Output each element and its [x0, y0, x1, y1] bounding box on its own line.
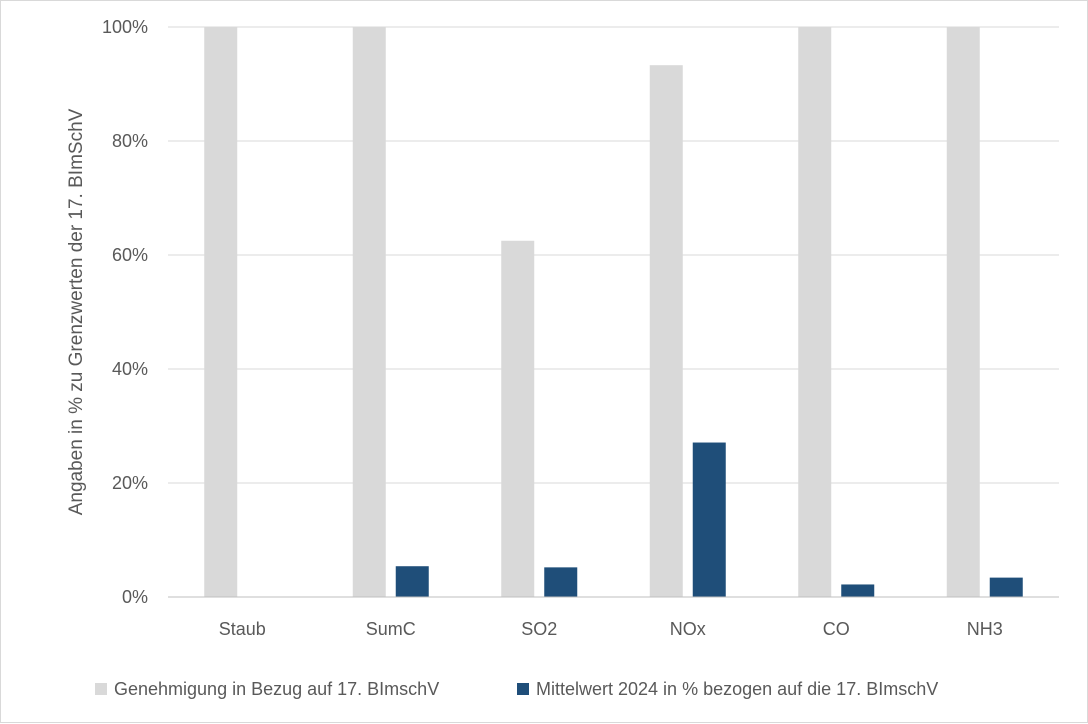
bar-genehmigung-sumc [352, 27, 386, 597]
y-axis-tick-labels: 0% 20% 40% 60% 80% 100% [102, 17, 148, 607]
bar-genehmigung-nox [649, 65, 683, 597]
x-tick-label: SumC [366, 619, 416, 639]
x-tick-label: Staub [219, 619, 266, 639]
y-tick-label: 0% [122, 587, 148, 607]
x-tick-label: NOx [670, 619, 706, 639]
y-tick-label: 40% [112, 359, 148, 379]
y-tick-label: 60% [112, 245, 148, 265]
y-tick-label: 20% [112, 473, 148, 493]
bar-genehmigung-co [798, 27, 832, 597]
y-tick-label: 80% [112, 131, 148, 151]
gridlines [168, 26, 1059, 484]
y-axis-title: Angaben in % zu Grenzwerten der 17. BImS… [66, 108, 87, 515]
bar-genehmigung-staub [204, 27, 238, 597]
bar-mittelwert-co [841, 584, 875, 597]
x-tick-label: NH3 [967, 619, 1003, 639]
bar-mittelwert-sumc [395, 566, 429, 597]
y-tick-label: 100% [102, 17, 148, 37]
bar-genehmigung-nh3 [946, 27, 980, 597]
legend: Genehmigung in Bezug auf 17. BImschV Mitt… [95, 679, 938, 699]
x-tick-label: SO2 [521, 619, 557, 639]
bar-genehmigung-so2 [501, 240, 535, 597]
legend-label: Genehmigung in Bezug auf 17. BImschV [114, 679, 439, 699]
legend-label: Mittelwert 2024 in % bezogen auf die 17.… [536, 679, 938, 699]
bar-mittelwert-so2 [544, 567, 578, 597]
x-tick-label: CO [823, 619, 850, 639]
bar-mittelwert-nox [692, 442, 726, 597]
x-axis-tick-labels: Staub SumC SO2 NOx CO NH3 [219, 619, 1003, 639]
legend-swatch [517, 683, 529, 695]
legend-swatch [95, 683, 107, 695]
bars [204, 27, 1023, 597]
bar-mittelwert-nh3 [989, 577, 1023, 597]
